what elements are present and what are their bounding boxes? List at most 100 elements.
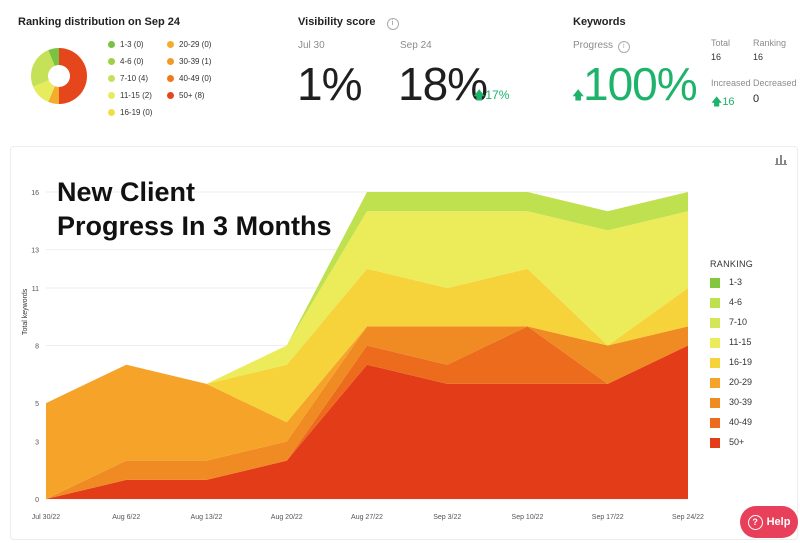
x-tick-label: Sep 24/22 xyxy=(672,514,704,521)
donut-slice xyxy=(59,48,87,104)
chart-legend-label: 16-19 xyxy=(729,357,753,367)
distribution-legend-label: 16-19 (0) xyxy=(120,108,153,117)
chart-legend-item[interactable]: 7-10 xyxy=(710,317,747,328)
distribution-legend-label: 50+ (8) xyxy=(179,91,205,100)
visibility-change-value: 17% xyxy=(485,88,510,102)
distribution-legend-item: 20-29 (0) xyxy=(167,40,211,49)
keywords-title: Keywords xyxy=(573,16,626,28)
y-tick-label: 8 xyxy=(35,344,39,351)
overlay-line-1: New Client xyxy=(57,177,196,207)
chart-legend-label: 7-10 xyxy=(729,317,748,327)
visibility-title-text: Visibility score xyxy=(298,16,376,28)
arrow-up-icon: 🡅 xyxy=(711,96,723,108)
distribution-legend-item: 4-6 (0) xyxy=(108,57,144,66)
chart-legend-label: 40-49 xyxy=(729,417,753,427)
visibility-date-end: Sep 24 xyxy=(400,40,432,51)
legend-swatch-icon xyxy=(710,417,720,428)
chart-legend-item[interactable]: 4-6 xyxy=(710,297,742,308)
chart-legend-label: 30-39 xyxy=(729,397,753,407)
increased-value: 🡅16 xyxy=(711,93,735,112)
progress-value: 100% xyxy=(583,58,698,110)
distribution-legend-label: 1-3 (0) xyxy=(120,40,144,49)
distribution-legend-label: 30-39 (1) xyxy=(179,57,212,66)
donut-hole xyxy=(48,65,70,87)
legend-swatch-icon xyxy=(710,317,720,328)
chart-legend-item[interactable]: 50+ xyxy=(710,437,744,448)
visibility-value-start: 1% xyxy=(297,58,362,110)
x-tick-label: Sep 17/22 xyxy=(592,514,624,521)
decreased-value: 0 xyxy=(753,93,760,105)
legend-swatch-icon xyxy=(710,337,720,348)
distribution-legend-item: 11-15 (2) xyxy=(108,91,152,100)
arrow-up-icon: 🡅 xyxy=(473,88,486,102)
y-tick-label: 13 xyxy=(31,248,39,255)
legend-swatch-icon xyxy=(710,297,720,308)
y-tick-label: 3 xyxy=(35,439,39,446)
y-tick-label: 0 xyxy=(35,497,39,504)
legend-dot-icon xyxy=(108,92,115,100)
legend-dot-icon xyxy=(167,58,174,66)
chart-legend-item[interactable]: 1-3 xyxy=(710,277,742,288)
y-tick-label: 16 xyxy=(31,190,39,197)
help-button[interactable]: ? Help xyxy=(740,506,798,538)
area-series-20-29 xyxy=(46,326,688,499)
chart-legend-item[interactable]: 16-19 xyxy=(710,357,752,368)
legend-dot-icon xyxy=(167,92,174,100)
distribution-legend-item: 1-3 (0) xyxy=(108,40,144,49)
area-series-11-15 xyxy=(46,211,688,404)
chart-type-icon[interactable] xyxy=(775,154,787,165)
legend-dot-icon xyxy=(167,75,174,83)
visibility-date-start: Jul 30 xyxy=(298,40,325,51)
chart-legend-item[interactable]: 40-49 xyxy=(710,417,752,428)
distribution-title: Ranking distribution on Sep 24 xyxy=(18,16,180,28)
chart-legend-label: 4-6 xyxy=(729,297,743,307)
ranking-label: Ranking xyxy=(753,38,787,48)
distribution-legend-label: 7-10 (4) xyxy=(120,74,149,83)
arrow-up-icon: 🡅 xyxy=(572,88,585,102)
distribution-donut xyxy=(30,48,87,104)
help-icon: ? xyxy=(747,514,763,530)
chart-legend-label: 20-29 xyxy=(729,377,753,387)
legend-dot-icon xyxy=(167,41,174,49)
y-axis-label: Total keywords xyxy=(22,288,29,335)
chart-legend-item[interactable]: 30-39 xyxy=(710,397,752,408)
x-tick-label: Jul 30/22 xyxy=(32,514,61,521)
legend-swatch-icon xyxy=(710,277,720,288)
info-icon[interactable]: i xyxy=(386,18,399,30)
distribution-legend-item: 30-39 (1) xyxy=(167,57,211,66)
legend-swatch-icon xyxy=(710,397,720,408)
legend-swatch-icon xyxy=(710,377,720,388)
total-label: Total xyxy=(711,38,731,48)
legend-dot-icon xyxy=(108,109,115,117)
x-tick-label: Aug 6/22 xyxy=(112,514,140,521)
x-tick-label: Sep 10/22 xyxy=(512,514,544,521)
distribution-legend-item: 50+ (8) xyxy=(167,91,205,100)
distribution-legend-label: 40-49 (0) xyxy=(179,74,212,83)
x-tick-label: Aug 27/22 xyxy=(351,514,383,521)
distribution-legend-label: 11-15 (2) xyxy=(120,91,152,100)
x-tick-label: Aug 20/22 xyxy=(271,514,303,521)
x-tick-label: Aug 13/22 xyxy=(191,514,223,521)
legend-dot-icon xyxy=(108,75,115,83)
x-tick-label: Sep 3/22 xyxy=(433,514,461,521)
distribution-legend-label: 4-6 (0) xyxy=(120,57,144,66)
increased-value-text: 16 xyxy=(722,96,735,108)
chart-legend-item[interactable]: 11-15 xyxy=(710,337,751,348)
area-series-40-49 xyxy=(46,326,688,499)
visibility-title: Visibility score i xyxy=(298,16,399,30)
chart-legend-item[interactable]: 20-29 xyxy=(710,377,752,388)
area-series-4-6 xyxy=(46,192,688,404)
decreased-label: Decreased xyxy=(753,78,797,88)
legend-dot-icon xyxy=(108,41,115,49)
increased-label: Increased xyxy=(711,78,751,88)
chart-legend-label: 1-3 xyxy=(729,277,743,287)
legend-dot-icon xyxy=(108,58,115,66)
y-tick-label: 5 xyxy=(35,401,39,408)
progress-info-icon[interactable]: i xyxy=(617,41,630,53)
distribution-legend-item: 7-10 (4) xyxy=(108,74,148,83)
progress-label: Progress i xyxy=(573,40,630,53)
chart-card xyxy=(10,146,798,540)
overlay-line-2: Progress In 3 Months xyxy=(57,211,332,241)
chart-legend-title: RANKING xyxy=(710,259,754,269)
